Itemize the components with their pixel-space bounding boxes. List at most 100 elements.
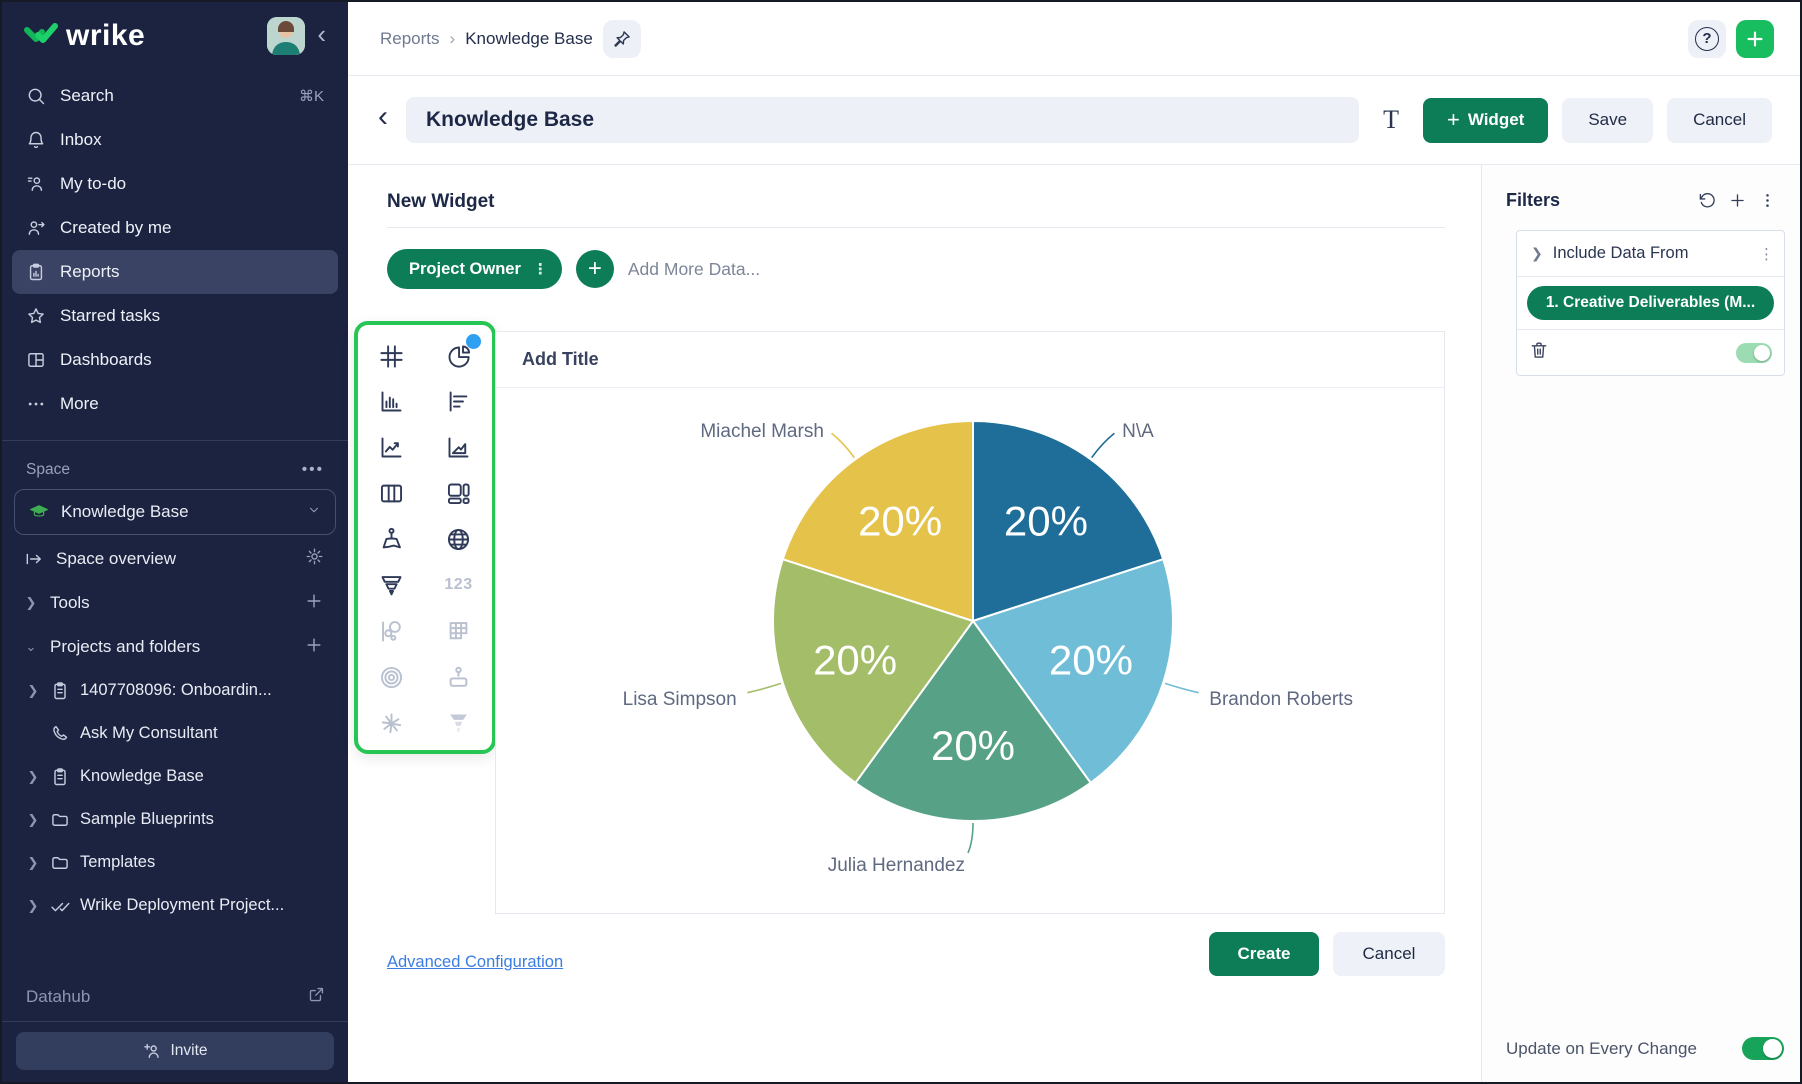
sunburst-icon[interactable] <box>375 704 409 742</box>
gear-icon[interactable] <box>305 547 324 571</box>
pin-button[interactable] <box>602 19 641 58</box>
sidebar-divider <box>2 440 348 441</box>
pie-value-label: 20% <box>1049 636 1133 683</box>
widget-builder: New Widget Project Owner ⋮ + Add More Da… <box>348 165 1485 1082</box>
pie-leader-line <box>831 432 855 459</box>
tree-item-sample-blueprints[interactable]: ❯ Sample Blueprints <box>27 810 214 830</box>
pie-leader-line <box>1091 432 1115 459</box>
data-source-filter-pill[interactable]: 1. Creative Deliverables (M... <box>1527 286 1774 320</box>
radial-rings-icon[interactable] <box>375 658 409 696</box>
ellipsis-icon <box>26 394 46 414</box>
add-data-button[interactable]: + <box>575 250 614 288</box>
map-icon[interactable] <box>375 521 409 559</box>
table-columns-icon[interactable] <box>375 475 409 513</box>
table-icon[interactable] <box>375 337 409 375</box>
data-source-pill[interactable]: Project Owner ⋮ <box>387 249 562 289</box>
sidebar-item-projects-folders[interactable]: ⌄ Projects and folders <box>2 625 348 669</box>
space-selector[interactable]: Knowledge Base <box>14 489 336 535</box>
add-project-button[interactable] <box>304 635 324 660</box>
create-button[interactable]: Create <box>1209 932 1319 976</box>
org-chart-icon[interactable] <box>442 658 476 696</box>
globe-icon[interactable] <box>442 521 476 559</box>
column-chart-icon[interactable] <box>375 383 409 421</box>
sidebar-item-created-by-me[interactable]: Created by me <box>12 206 338 250</box>
area-chart-icon[interactable] <box>442 429 476 467</box>
space-menu-button[interactable]: ••• <box>301 461 324 478</box>
pie-slice-2[interactable] <box>971 557 1174 785</box>
add-more-data-label[interactable]: Add More Data... <box>627 258 761 279</box>
add-tools-button[interactable] <box>304 591 324 616</box>
global-add-button[interactable] <box>1736 19 1774 58</box>
sidebar-item-starred-tasks[interactable]: Starred tasks <box>12 294 338 338</box>
tree-item-knowledge-base[interactable]: ❯ Knowledge Base <box>27 767 204 785</box>
sidebar-item-search[interactable]: Search ⌘K <box>12 74 338 118</box>
sidebar-item-my-todo[interactable]: My to-do <box>12 162 338 206</box>
pie-leader-line <box>1164 682 1199 694</box>
tree-item-wrike-deployment[interactable]: ❯ Wrike Deployment Project... <box>27 896 285 916</box>
cancel-button[interactable]: Cancel <box>1667 97 1772 143</box>
numbers-icon[interactable]: 123 <box>444 576 473 594</box>
pie-slice-1[interactable] <box>972 419 1165 623</box>
breadcrumb-reports[interactable]: Reports <box>380 28 440 48</box>
tree-item-templates[interactable]: ❯ Templates <box>27 853 156 871</box>
chevron-right-icon[interactable]: ❯ <box>1531 245 1543 261</box>
line-chart-icon[interactable] <box>375 429 409 467</box>
bubble-chart-icon[interactable] <box>375 612 409 650</box>
logo-text: wrike <box>66 19 146 52</box>
avatar[interactable] <box>267 17 306 55</box>
sidebar-item-inbox[interactable]: Inbox <box>12 118 338 162</box>
pie-slice-name-label: Brandon Roberts <box>1209 689 1353 710</box>
space-section-label: Space <box>26 461 70 478</box>
sidebar-item-tools[interactable]: ❯ Tools <box>2 581 348 625</box>
sidebar-collapse-button[interactable]: ‹ <box>317 19 326 49</box>
double-check-icon <box>50 896 70 916</box>
breadcrumb-bar: Reports › Knowledge Base ? <box>348 2 1800 76</box>
pie-chart-svg: 20% N\A 20% Brandon Roberts 20% Julia Hernand… <box>623 419 1353 876</box>
sidebar-item-reports[interactable]: Reports <box>12 250 338 294</box>
trash-icon[interactable] <box>1529 340 1549 365</box>
pie-slice-4[interactable] <box>772 557 975 785</box>
help-button[interactable]: ? <box>1688 19 1726 58</box>
kebab-icon[interactable]: ⋮ <box>532 261 548 278</box>
pie-value-label: 20% <box>1004 498 1088 545</box>
pie-slice-3[interactable] <box>854 619 1092 823</box>
invite-button[interactable]: Invite <box>16 1032 334 1070</box>
add-filter-button[interactable] <box>1722 185 1752 215</box>
datahub-link[interactable]: Datahub <box>2 975 348 1021</box>
tree-item-ask-my-consultant[interactable]: Ask My Consultant <box>2 712 348 755</box>
kebab-icon[interactable]: ⋮ <box>1759 245 1774 263</box>
plus-icon <box>1747 30 1763 47</box>
pie-slice-name-label: Julia Hernandez <box>828 855 965 876</box>
dashboard-layout-icon[interactable] <box>442 475 476 513</box>
widget-title-placeholder[interactable]: Add Title <box>496 332 1444 388</box>
include-data-from-label: Include Data From <box>1552 244 1689 262</box>
pie-chart-icon[interactable] <box>442 334 481 375</box>
funnel-icon[interactable] <box>375 566 409 604</box>
save-button[interactable]: Save <box>1562 97 1654 143</box>
sidebar-item-space-overview[interactable]: Space overview <box>2 537 348 581</box>
filter-enabled-toggle[interactable] <box>1736 342 1772 363</box>
tree-item-onboarding[interactable]: ❯ 1407708096: Onboardin... <box>27 681 272 699</box>
pie-slice-5[interactable] <box>781 419 974 623</box>
reset-filters-button[interactable] <box>1692 185 1722 215</box>
wrike-logo[interactable]: wrike <box>24 19 267 53</box>
back-button[interactable]: ‹ <box>378 100 388 133</box>
bar-chart-icon[interactable] <box>442 383 476 421</box>
breadcrumb: Reports › Knowledge Base <box>380 29 593 49</box>
widget-cancel-button[interactable]: Cancel <box>1333 932 1445 976</box>
pie-value-label: 20% <box>813 636 897 683</box>
sidebar-item-dashboards[interactable]: Dashboards <box>12 338 338 382</box>
external-link-icon <box>307 985 326 1009</box>
advanced-configuration-link[interactable]: Advanced Configuration <box>387 953 564 971</box>
text-block-tool[interactable]: T <box>1383 105 1399 134</box>
pie-value-label: 20% <box>858 498 942 545</box>
update-on-every-change-toggle[interactable] <box>1742 1037 1784 1060</box>
filters-menu-button[interactable] <box>1752 185 1782 215</box>
folder-icon <box>50 810 70 830</box>
heatmap-icon[interactable] <box>442 612 476 650</box>
add-widget-button[interactable]: + Widget <box>1422 97 1549 143</box>
sidebar-item-more[interactable]: More <box>12 382 338 426</box>
report-title-input[interactable] <box>406 97 1360 143</box>
plus-icon: + <box>1446 107 1460 132</box>
funnel-filled-icon[interactable] <box>442 704 476 742</box>
